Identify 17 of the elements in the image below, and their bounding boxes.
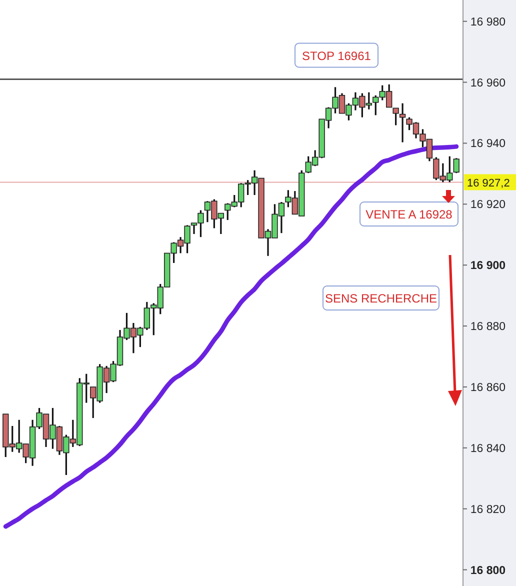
y-tick-label: 16 960	[470, 77, 506, 90]
y-tick-label: 16 880	[470, 321, 506, 334]
y-tick-label: 16 840	[470, 442, 506, 455]
candlestick	[399, 102, 406, 144]
candlestick	[453, 157, 460, 174]
candlestick	[392, 107, 399, 126]
y-tick-label: 16 980	[470, 16, 506, 28]
y-tick-label: 16 940	[470, 138, 506, 150]
annotation: SENS RECHERCHE	[324, 292, 438, 306]
y-tick-label: 16 920	[470, 199, 506, 212]
y-tick-label: 16 900	[470, 260, 506, 272]
y-tick-label: 16 820	[470, 504, 506, 516]
y-tick-label: 16 860	[470, 382, 506, 394]
ref-line-label: STOP 16961	[302, 49, 372, 64]
ref-line-label: 16 927,2	[467, 178, 510, 190]
annotation: VENTE A 16928	[366, 208, 453, 222]
y-tick-label: 16 800	[470, 564, 506, 577]
